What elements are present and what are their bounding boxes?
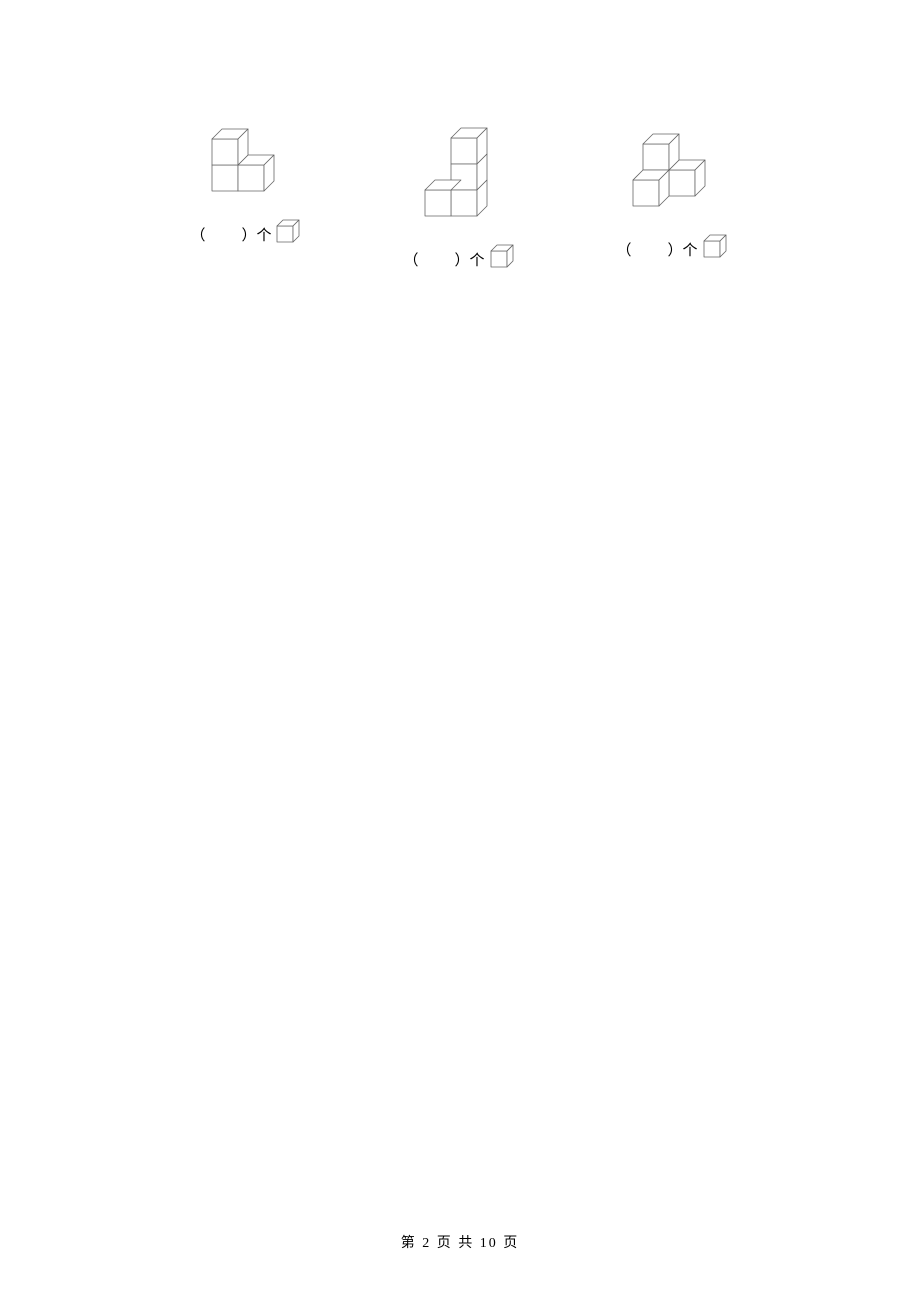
footer-current-page: 2 (422, 1236, 431, 1251)
paren-close-unit-1: ）个 (241, 224, 271, 245)
cube-figure-2 (415, 120, 505, 235)
page-content: （ ）个 (0, 0, 920, 276)
figure-group-1: （ ）个 (190, 120, 303, 276)
answer-line-1: （ ）个 (190, 218, 303, 251)
unit-cube-icon-3 (702, 233, 730, 266)
footer-suffix: 页 (498, 1236, 520, 1251)
footer-prefix: 第 (401, 1236, 423, 1251)
paren-close-unit-3: ）个 (668, 239, 698, 260)
unit-cube-icon-2 (489, 243, 517, 276)
paren-open-2: （ (403, 249, 418, 270)
figure-group-2: （ ）个 (403, 120, 516, 276)
cube-figure-1 (202, 120, 292, 210)
cube-figure-3 (623, 120, 723, 225)
answer-line-3: （ ）个 (617, 233, 730, 266)
footer-middle: 页 共 (431, 1236, 480, 1251)
figure-group-3: （ ）个 (617, 120, 730, 276)
answer-line-2: （ ）个 (403, 243, 516, 276)
paren-close-unit-2: ）个 (455, 249, 485, 270)
page-footer: 第 2 页 共 10 页 (0, 1232, 920, 1252)
unit-cube-icon-1 (275, 218, 303, 251)
paren-open-1: （ (190, 224, 205, 245)
footer-total-page: 10 (480, 1236, 498, 1251)
paren-open-3: （ (617, 239, 632, 260)
